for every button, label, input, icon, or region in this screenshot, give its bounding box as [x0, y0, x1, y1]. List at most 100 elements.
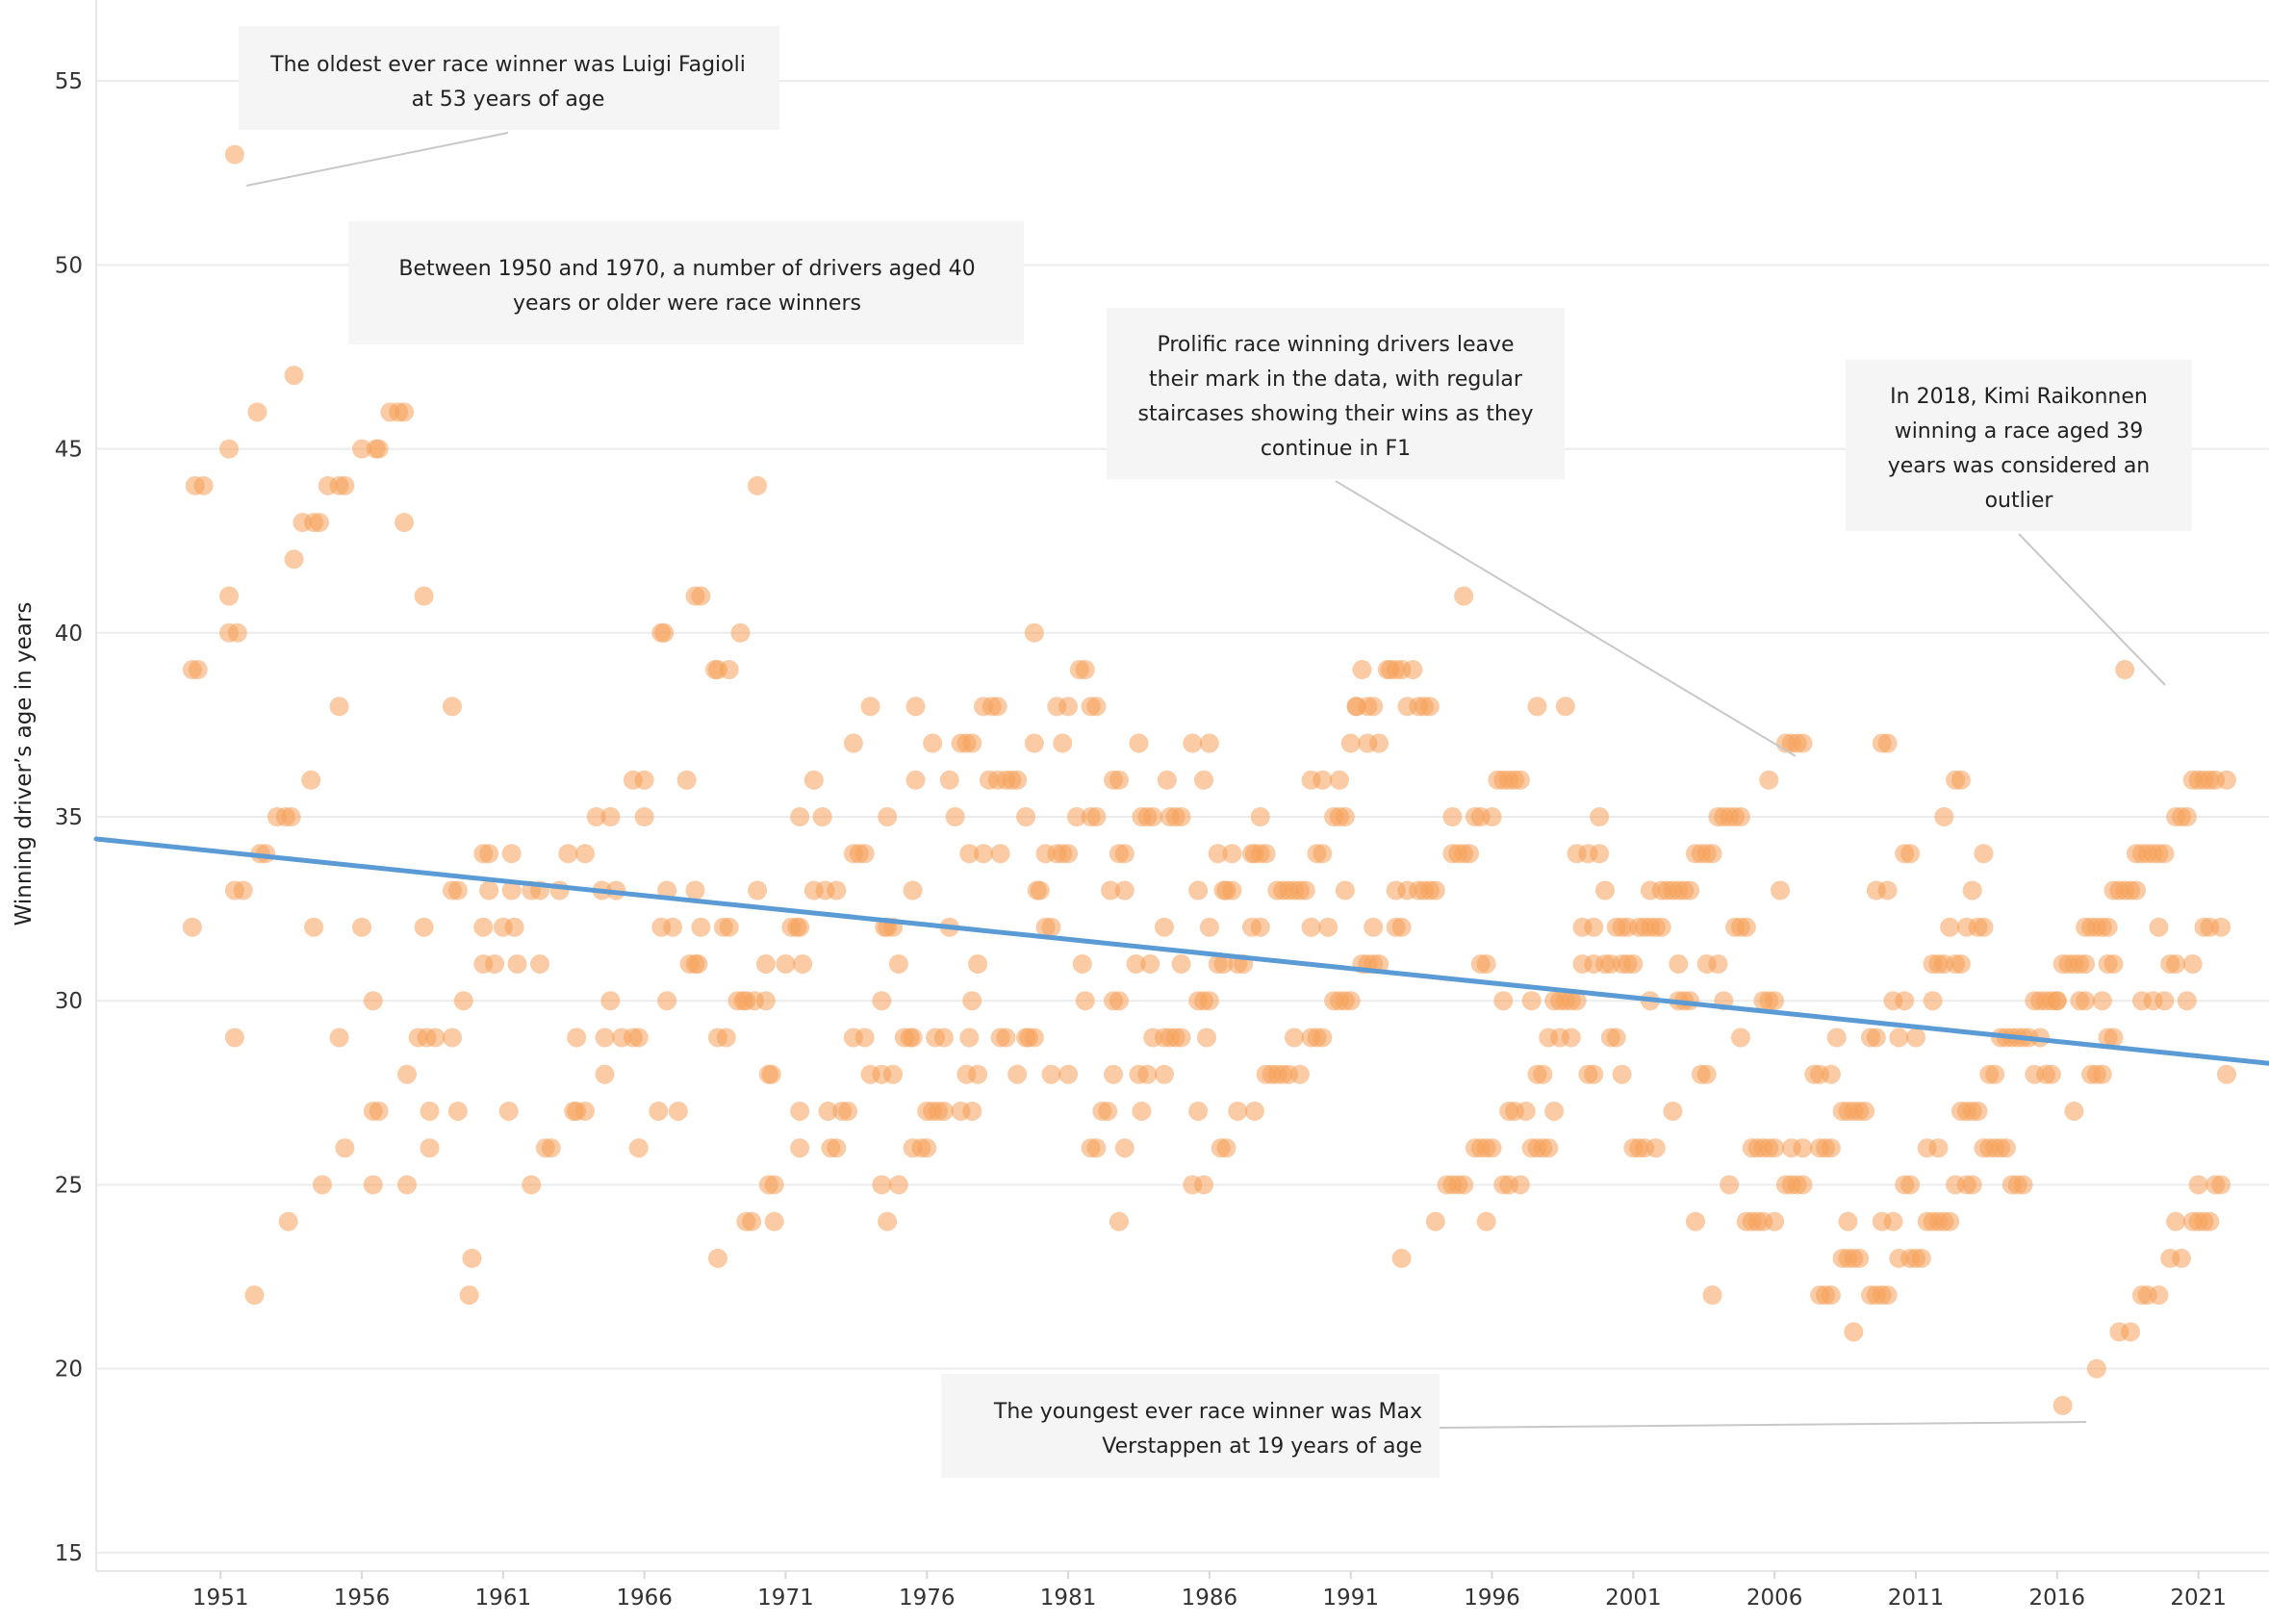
x-tick-label: 1986 [1182, 1586, 1238, 1611]
data-point [479, 844, 499, 864]
data-point [1250, 807, 1270, 827]
data-point [363, 991, 383, 1011]
data-point [1793, 1138, 1813, 1158]
data-point [793, 953, 813, 974]
data-point [2064, 1101, 2084, 1121]
data-point [586, 807, 606, 827]
data-point [1114, 1138, 1134, 1158]
annotation-oldest-winner: The oldest ever race winner was Luigi Fa… [239, 26, 779, 187]
annotation-text-line: outlier [1985, 489, 2054, 513]
data-point [1454, 1175, 1474, 1195]
data-point [2182, 953, 2203, 974]
data-point [1555, 697, 1575, 717]
data-point [1702, 844, 1722, 864]
annotation-box [239, 26, 779, 130]
data-point [1199, 733, 1219, 753]
data-point [1007, 1064, 1028, 1084]
data-point [329, 1028, 349, 1048]
data-point [1340, 733, 1361, 753]
data-point [1114, 844, 1134, 864]
annotation-text-line: Prolific race winning drivers leave [1157, 333, 1514, 357]
data-point [1250, 917, 1270, 937]
data-point [1482, 807, 1502, 827]
data-point [1765, 1138, 1785, 1158]
data-point [414, 917, 434, 937]
data-point [352, 917, 372, 937]
data-point [1199, 991, 1219, 1011]
data-point [1838, 1211, 1858, 1231]
data-point [278, 1211, 298, 1231]
data-point [1419, 697, 1440, 717]
x-tick-label: 2006 [1746, 1586, 1803, 1611]
data-point [574, 1101, 595, 1121]
annotation-text-line: staircases showing their wins as they [1138, 402, 1534, 426]
data-point [1905, 1028, 1925, 1048]
data-point [453, 991, 473, 1011]
y-tick-labels: 15 20 25 30 35 40 45 50 55 [55, 69, 83, 1566]
y-tick-label: 55 [55, 69, 83, 94]
data-point [1289, 1064, 1310, 1084]
data-point [628, 1138, 649, 1158]
data-point [973, 844, 993, 864]
data-point [1510, 1175, 1530, 1195]
data-point [1109, 770, 1129, 790]
data-point [634, 770, 654, 790]
data-point [529, 953, 549, 974]
annotation-leader-line [245, 132, 509, 187]
data-point [1645, 1138, 1666, 1158]
data-point [854, 1028, 875, 1048]
data-point [803, 770, 824, 790]
data-point [790, 807, 810, 827]
data-point [1075, 991, 1095, 1011]
data-point [1669, 953, 1689, 974]
data-point [1708, 953, 1728, 974]
data-point [742, 1211, 762, 1231]
data-point [1680, 880, 1700, 901]
data-point [691, 917, 711, 937]
data-point [224, 880, 244, 901]
x-tick-label: 1966 [616, 1586, 673, 1611]
data-point [1058, 697, 1079, 717]
data-point [790, 917, 810, 937]
data-point [1900, 844, 1921, 864]
data-point [1696, 1064, 1717, 1084]
data-point [2211, 917, 2231, 937]
data-point [2086, 1358, 2106, 1379]
data-point [558, 844, 578, 864]
data-point [2098, 917, 2118, 937]
data-point [485, 953, 505, 974]
data-point [193, 475, 214, 495]
x-tick-label: 2011 [1888, 1586, 1945, 1611]
data-point [2047, 991, 2067, 1011]
data-point [1702, 1285, 1722, 1306]
data-point [1855, 1101, 1875, 1121]
data-point [878, 1211, 898, 1231]
data-point [959, 844, 980, 864]
data-point [1340, 991, 1361, 1011]
data-point [395, 402, 415, 422]
data-point [1075, 660, 1095, 680]
data-point [1188, 1101, 1209, 1121]
data-point [691, 586, 711, 606]
data-point [1318, 917, 1338, 937]
data-point [1313, 1028, 1333, 1048]
data-point [1561, 1028, 1581, 1048]
data-point [1974, 917, 1994, 937]
data-point [1143, 807, 1163, 827]
annotation-text-line: Between 1950 and 1970, a number of drive… [398, 257, 975, 281]
y-tick-label: 45 [55, 438, 83, 463]
data-point [2052, 1395, 2073, 1415]
data-point [905, 697, 926, 717]
data-point [1877, 733, 1898, 753]
data-point [396, 1064, 417, 1084]
y-tick-label: 35 [55, 805, 83, 830]
data-point [1923, 991, 1943, 1011]
data-point [2126, 880, 2146, 901]
data-point [442, 1028, 462, 1048]
data-point [369, 439, 389, 459]
data-point [504, 917, 524, 937]
y-tick-label: 30 [55, 989, 83, 1014]
data-point [1137, 1064, 1158, 1084]
data-point [1476, 953, 1496, 974]
data-point [600, 991, 621, 1011]
